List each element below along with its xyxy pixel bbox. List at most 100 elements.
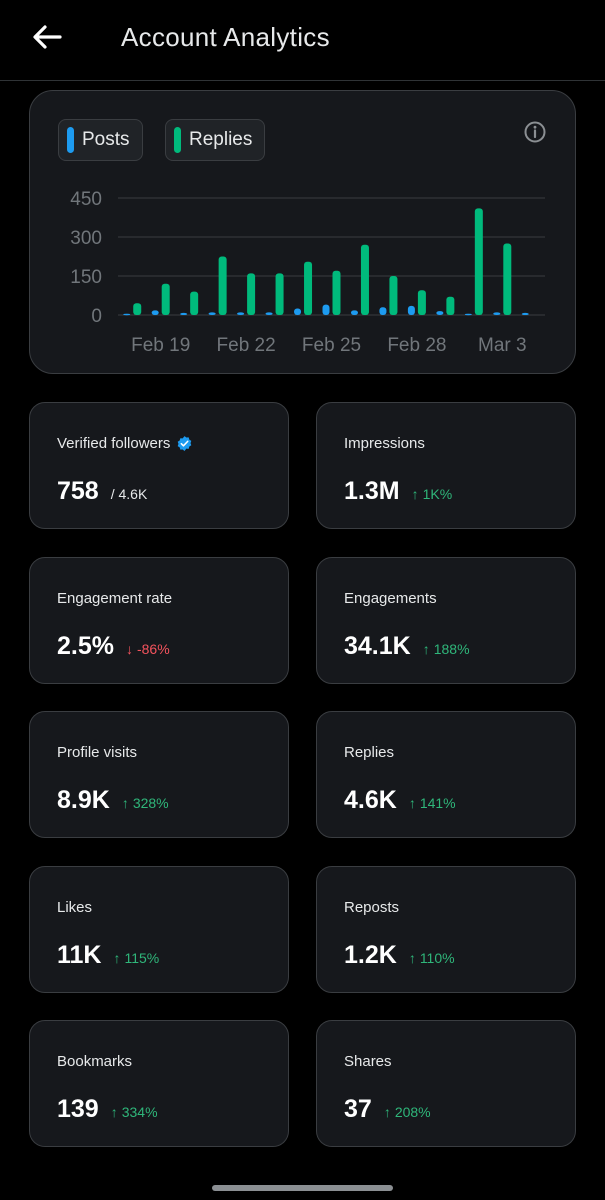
bar-posts [151,310,159,315]
stat-label: Likes [57,899,93,916]
bar-posts [464,313,472,316]
bar-replies [332,270,341,315]
stat-value: 8.9K [57,786,110,814]
bar-replies [389,276,398,315]
top-bar: Account Analytics [0,0,605,81]
stat-card-engagement-rate[interactable]: Engagement rate 2.5% ↓ -86% [29,557,289,684]
arrow-up-icon: ↑ [408,950,416,966]
stat-value: 34.1K [344,632,411,660]
stat-delta: ↑ 208% [384,1104,431,1120]
stat-value-row: 37 ↑ 208% [344,1095,431,1124]
arrow-up-icon: ↑ [113,950,121,966]
stat-card-engagements[interactable]: Engagements 34.1K ↑ 188% [316,557,576,684]
legend-posts-toggle[interactable]: Posts [58,119,143,161]
y-tick-label: 300 [70,228,102,249]
bar-posts [208,312,216,315]
bar-posts [436,311,444,315]
bar-posts [237,312,245,315]
arrow-down-icon: ↓ [125,641,133,657]
y-tick-label: 150 [70,267,102,288]
home-indicator[interactable] [212,1185,393,1191]
bar-replies [161,283,170,315]
arrow-up-icon: ↑ [383,1104,391,1120]
stat-label: Profile visits [57,744,138,761]
bar-replies [133,303,142,315]
stat-delta: ↑ 334% [111,1104,158,1120]
delta-value: 115% [124,950,160,966]
bar-posts [350,310,358,315]
legend-posts-label: Posts [82,129,130,150]
stat-value-row: 34.1K ↑ 188% [344,632,470,661]
stat-card-reposts[interactable]: Reposts 1.2K ↑ 110% [316,866,576,993]
delta-value: 334% [121,1104,158,1120]
stat-label: Verified followers [57,435,171,452]
stat-delta: ↑ 1K% [412,486,453,502]
stat-label-wrap: Verified followers [57,435,193,452]
bar-replies [275,273,284,315]
delta-value: 188% [433,641,470,657]
stat-label: Reposts [344,899,400,916]
bar-replies [360,244,369,315]
legend-replies-label: Replies [189,129,253,150]
stat-label: Replies [344,744,395,761]
x-tick-label: Feb 19 [131,335,190,356]
bar-posts [521,312,529,315]
legend-replies-toggle[interactable]: Replies [165,119,266,161]
replies-swatch [174,127,181,153]
stat-total: / 4.6K [110,486,148,502]
info-icon[interactable] [523,120,547,144]
bar-replies [218,256,227,315]
bar-replies [446,296,455,315]
y-tick-label: 450 [70,189,102,210]
stat-delta: ↑ 141% [409,795,456,811]
back-button[interactable] [30,20,64,54]
bar-posts [123,313,131,316]
bar-posts [379,307,387,315]
stat-card-likes[interactable]: Likes 11K ↑ 115% [29,866,289,993]
stat-value: 758 [57,477,99,505]
stat-delta: ↑ 188% [423,641,470,657]
delta-value: 208% [394,1104,431,1120]
stat-value: 4.6K [344,786,397,814]
stat-card-shares[interactable]: Shares 37 ↑ 208% [316,1020,576,1147]
stat-value-row: 139 ↑ 334% [57,1095,158,1124]
back-arrow-icon [33,25,62,49]
stat-card-impressions[interactable]: Impressions 1.3M ↑ 1K% [316,402,576,529]
stat-value-row: 4.6K ↑ 141% [344,786,456,815]
stat-label: Shares [344,1053,392,1070]
bar-posts [294,308,302,315]
stat-card-bookmarks[interactable]: Bookmarks 139 ↑ 334% [29,1020,289,1147]
stat-value: 2.5% [57,632,114,660]
stat-value: 11K [57,941,102,969]
x-tick-label: Feb 25 [302,335,361,356]
stat-value-row: 8.9K ↑ 328% [57,786,169,815]
x-tick-label: Feb 22 [217,335,276,356]
stat-value-row: 11K ↑ 115% [57,941,159,970]
page-title: Account Analytics [121,22,330,52]
delta-value: -86% [136,641,170,657]
arrow-up-icon: ↑ [110,1104,118,1120]
bar-posts [322,304,330,315]
bar-replies [417,290,426,315]
stat-value-row: 1.3M ↑ 1K% [344,477,452,506]
bar-replies [247,273,256,315]
stat-delta: ↑ 328% [122,795,169,811]
stat-label: Engagement rate [57,590,173,607]
stat-card-replies[interactable]: Replies 4.6K ↑ 141% [316,711,576,838]
arrow-up-icon: ↑ [411,486,419,502]
x-tick-label: Feb 28 [387,335,446,356]
bar-posts [180,312,188,315]
stat-value: 139 [57,1095,99,1123]
verified-badge-icon [178,436,192,451]
activity-chart: 0 150 300 450 Feb 19 Feb 22 Feb 25 Feb 28 Mar 3 [70,189,545,356]
bar-replies [503,243,512,315]
stat-value-row: 2.5% ↓ -86% [57,632,170,661]
stat-card-verified-followers[interactable]: Verified followers 758 / 4.6K [29,402,289,529]
stat-delta: ↑ 110% [409,950,455,966]
bar-posts [407,305,415,315]
posts-swatch [67,127,74,153]
activity-chart-card: 0 150 300 450 Feb 19 Feb 22 Feb 25 Feb 28 Mar 3 … [29,90,576,374]
x-tick-label: Mar 3 [478,335,527,356]
delta-value: 328% [132,795,169,811]
stat-card-profile-visits[interactable]: Profile visits 8.9K ↑ 328% [29,711,289,838]
